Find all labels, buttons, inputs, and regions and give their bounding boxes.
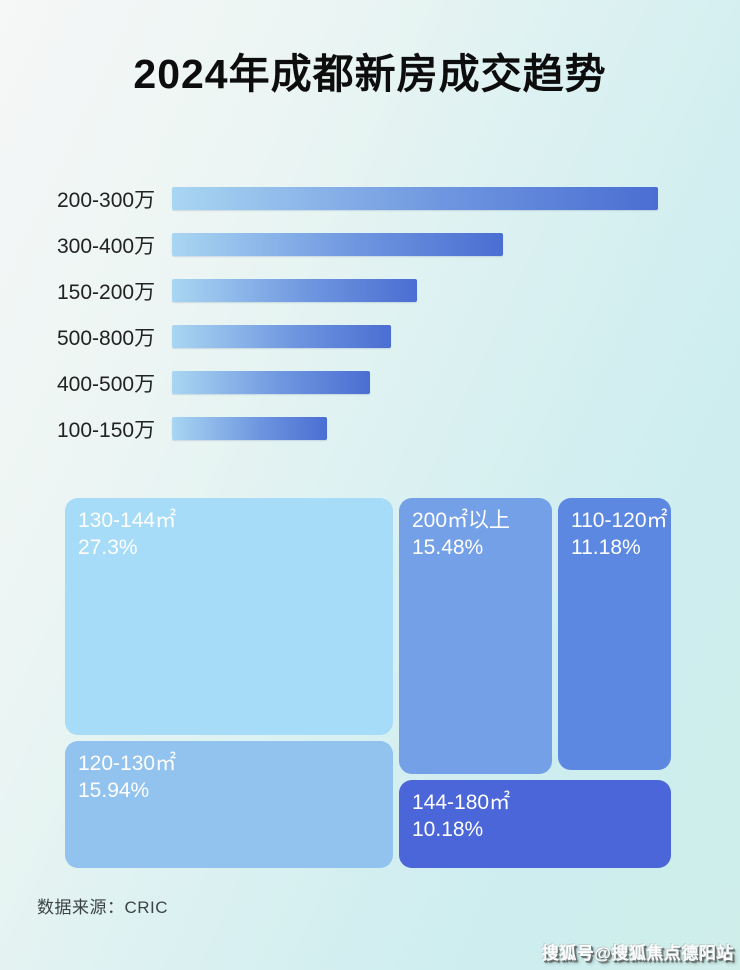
bar-row: 100-150万 (57, 417, 658, 442)
tile-area-label: 130-144㎡ (78, 509, 177, 532)
bar-row: 400-500万 (57, 371, 658, 396)
data-source-note: 数据来源：CRIC (37, 898, 169, 917)
tile-area-label: 110-120㎡ (571, 509, 668, 532)
bar-row: 300-400万 (57, 233, 658, 258)
tile-percentage: 10.18% (412, 818, 484, 842)
treemap-tile: 200㎡以上 15.48% (399, 498, 552, 774)
bar (172, 371, 370, 394)
watermark: 搜狐号@搜狐焦点德阳站 (541, 944, 734, 963)
bar-row: 150-200万 (57, 279, 658, 304)
treemap-tile: 110-120㎡ 11.18% (558, 498, 671, 770)
bar-category-label: 200-300万 (57, 188, 156, 212)
bar-category-label: 400-500万 (57, 372, 156, 396)
tile-percentage: 15.94% (78, 779, 150, 803)
bar-category-label: 100-150万 (57, 418, 156, 442)
bar (172, 417, 327, 440)
bar-row: 200-300万 (57, 187, 658, 212)
tile-area-label: 120-130㎡ (78, 752, 177, 775)
bar (172, 187, 658, 210)
tile-percentage: 15.48% (412, 536, 484, 560)
tile-area-label: 144-180㎡ (412, 791, 511, 814)
bar-category-label: 300-400万 (57, 234, 156, 258)
price-range-bar-chart: 200-300万 300-400万 150-200万 500-800万 400-500万… (57, 187, 658, 442)
tile-percentage: 27.3% (78, 536, 138, 560)
bar (172, 325, 391, 348)
treemap-tile: 120-130㎡ 15.94% (65, 741, 393, 868)
bar (172, 279, 417, 302)
bar-category-label: 500-800万 (57, 326, 156, 350)
treemap-tile: 130-144㎡ 27.3% (65, 498, 393, 735)
page-title: 2024年成都新房成交趋势 (133, 51, 607, 97)
tile-percentage: 11.18% (571, 536, 641, 560)
bar-row: 500-800万 (57, 325, 658, 350)
bar (172, 233, 503, 256)
tile-area-label: 200㎡以上 (412, 509, 511, 532)
bar-category-label: 150-200万 (57, 280, 156, 304)
treemap-tile: 144-180㎡ 10.18% (399, 780, 671, 868)
